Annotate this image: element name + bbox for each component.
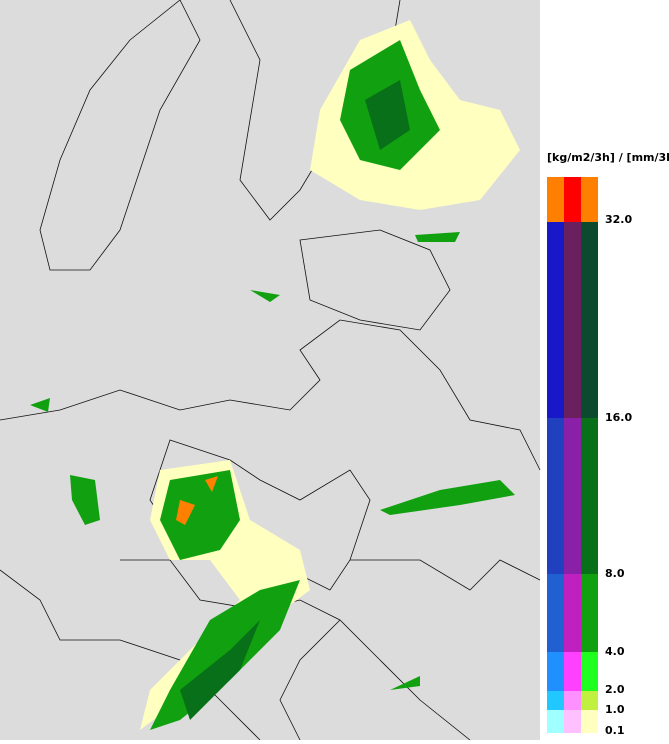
color-cell (547, 418, 564, 574)
map-shape (160, 470, 240, 560)
color-cell (547, 691, 564, 710)
map (0, 0, 541, 741)
color-cell (547, 574, 564, 652)
color-cell (581, 710, 598, 733)
color-cell (581, 177, 598, 222)
color-cell (547, 222, 564, 418)
color-cell (581, 652, 598, 691)
color-cell (564, 710, 581, 733)
color-cell (564, 418, 581, 574)
legend-label: 16.0 (605, 411, 632, 424)
color-cell (547, 177, 564, 222)
map-shape (299, 229, 451, 331)
map-shape (205, 476, 218, 492)
legend-label: 8.0 (605, 567, 625, 580)
map-shape (30, 398, 50, 412)
map-shape (0, 569, 261, 741)
map-shape (365, 80, 410, 150)
color-cell (564, 222, 581, 418)
color-cell (564, 691, 581, 710)
map-shape (279, 619, 341, 741)
map-shape (0, 319, 541, 471)
color-cell (581, 574, 598, 652)
color-cell (564, 574, 581, 652)
map-shape (250, 290, 280, 302)
legend-label: 0.1 (605, 724, 625, 737)
map-shape (380, 480, 515, 515)
map-shape (70, 475, 100, 525)
color-cell (564, 652, 581, 691)
map-shape (180, 620, 260, 720)
legend-title: [kg/m2/3h] / [mm/3h] (547, 151, 669, 164)
map-shape (176, 500, 195, 525)
color-cell (581, 222, 598, 418)
color-cell (564, 177, 581, 222)
color-cell (547, 710, 564, 733)
colorbar: [kg/m2/3h] / [mm/3h] 32.0 16.0 8.0 4.0 2… (547, 151, 669, 737)
legend-label: 1.0 (605, 703, 625, 716)
legend-label: 2.0 (605, 683, 625, 696)
map-shape (415, 232, 460, 242)
color-cell (547, 652, 564, 691)
map-shape (350, 559, 541, 591)
map-shape (39, 0, 201, 271)
color-cell (581, 418, 598, 574)
map-shape (390, 676, 420, 690)
color-cell (581, 691, 598, 710)
precipitation (30, 20, 520, 730)
legend-label: 32.0 (605, 213, 632, 226)
legend-label: 4.0 (605, 645, 625, 658)
